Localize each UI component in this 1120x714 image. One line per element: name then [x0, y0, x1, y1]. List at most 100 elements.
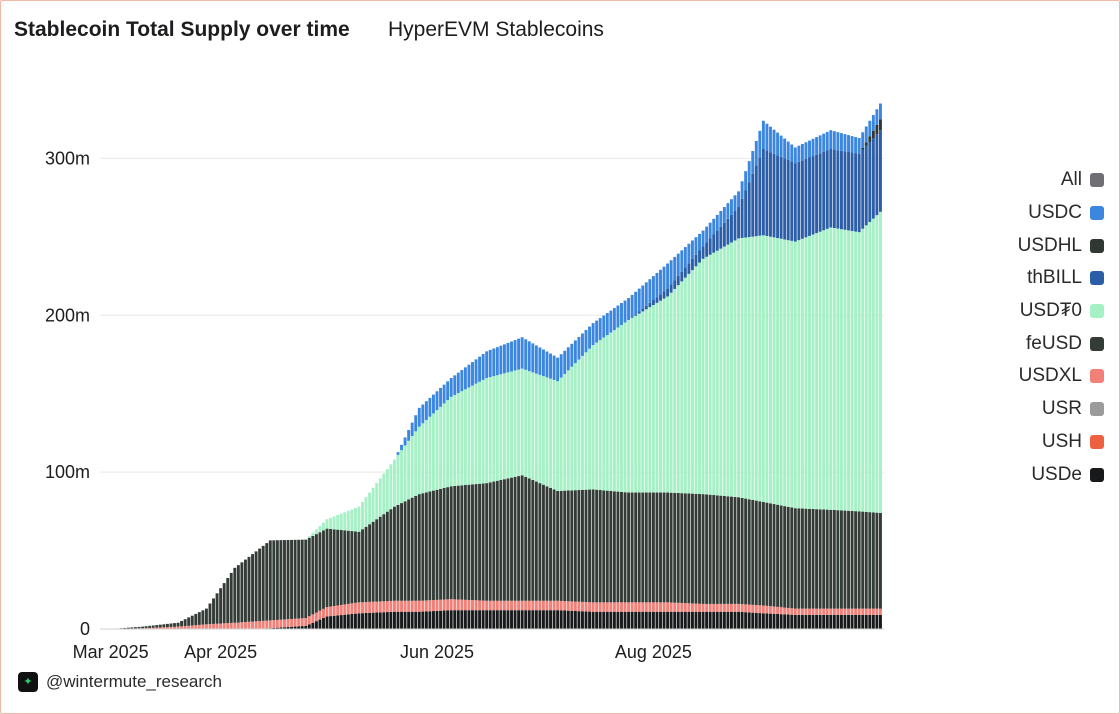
bar-segment-usde — [616, 611, 620, 629]
bar-segment-feusd — [173, 623, 176, 627]
legend-label: USD₮0 — [1019, 300, 1082, 322]
bar-stack — [581, 333, 584, 629]
legend-item-feusd[interactable]: feUSD — [1018, 327, 1104, 360]
bar-segment-thbill — [708, 238, 712, 255]
bar-segment-usdxl — [808, 608, 811, 615]
bar-segment-feusd — [690, 493, 694, 604]
bar-segment-usde — [311, 622, 315, 629]
bar-segment-usd₮0 — [623, 322, 627, 493]
bar-segment-feusd — [350, 531, 354, 604]
bar-segment-usdxl — [410, 600, 414, 612]
bar-stack — [243, 559, 247, 630]
bar-segment-usd₮0 — [825, 228, 829, 510]
bar-segment-feusd — [563, 490, 567, 602]
legend-item-usde[interactable]: USDe — [1018, 458, 1104, 491]
bar-segment-usdc — [861, 132, 865, 148]
bar-segment-usd₮0 — [875, 215, 879, 513]
bar-stack — [261, 545, 265, 629]
bar-stack — [314, 529, 318, 629]
bar-segment-usde — [471, 610, 474, 629]
bar-segment-usdxl — [400, 600, 403, 612]
bar-segment-usde — [350, 614, 354, 629]
bar-segment-usd₮0 — [563, 373, 567, 491]
bar-stack — [258, 548, 262, 629]
bar-segment-usdxl — [467, 599, 471, 611]
bar-segment-usdxl — [449, 599, 453, 611]
bar-segment-usd₮0 — [850, 230, 854, 511]
bar-segment-feusd — [506, 478, 510, 601]
bar-segment-usdxl — [336, 605, 340, 616]
bar-segment-usd₮0 — [730, 242, 733, 497]
bar-segment-usdxl — [439, 599, 443, 611]
bar-segment-usdc — [694, 237, 698, 255]
bar-segment-usdc — [779, 135, 783, 157]
bar-segment-usd₮0 — [375, 483, 379, 520]
bar-segment-usde — [829, 614, 833, 629]
bar-stack — [573, 340, 577, 629]
bar-stack — [875, 109, 879, 629]
bar-stack — [385, 469, 389, 629]
bar-segment-usdxl — [286, 619, 290, 628]
bar-segment-usd₮0 — [719, 248, 723, 496]
legend-item-ush[interactable]: USH — [1018, 426, 1104, 459]
bar-segment-usdxl — [275, 619, 279, 628]
bar-segment-usdhl — [875, 124, 879, 135]
bar-segment-usd₮0 — [495, 375, 499, 481]
bar-segment-usde — [843, 614, 847, 629]
bar-stack — [226, 578, 230, 629]
bar-segment-feusd — [616, 491, 620, 603]
bar-segment-feusd — [339, 530, 343, 605]
bar-segment-usd₮0 — [602, 337, 606, 491]
bar-segment-feusd — [318, 532, 322, 611]
bar-segment-feusd — [790, 507, 794, 609]
bar-segment-usdc — [506, 342, 510, 373]
bar-stack — [499, 345, 503, 629]
bar-segment-usdxl — [825, 608, 829, 615]
bar-segment-usde — [790, 614, 794, 629]
bar-segment-usd₮0 — [769, 236, 772, 504]
bar-segment-usdxl — [279, 619, 283, 628]
legend-item-all[interactable]: All — [1018, 164, 1104, 197]
legend-item-usdhl[interactable]: USDHL — [1018, 229, 1104, 262]
bar-segment-thbill — [765, 150, 769, 236]
bar-segment-feusd — [754, 500, 758, 606]
bar-segment-usdxl — [637, 602, 641, 612]
bar-segment-usd₮0 — [620, 325, 623, 492]
bar-segment-feusd — [304, 539, 308, 619]
legend-item-thbill[interactable]: thBILL — [1018, 262, 1104, 295]
bar-segment-usdxl — [265, 620, 269, 629]
bar-segment-feusd — [236, 565, 240, 623]
bar-stack — [662, 266, 666, 629]
bar-stack — [726, 203, 730, 629]
bar-segment-feusd — [712, 495, 716, 604]
y-tick-label: 0 — [80, 619, 90, 639]
bar-stack — [361, 501, 364, 629]
bar-segment-usd₮0 — [591, 345, 595, 490]
bar-segment-usd₮0 — [612, 330, 616, 492]
bar-segment-usdc — [456, 372, 460, 394]
bar-segment-feusd — [850, 510, 854, 609]
legend-item-usd₮0[interactable]: USD₮0 — [1018, 295, 1104, 328]
legend-swatch — [1090, 271, 1104, 286]
legend-item-usdc[interactable]: USDC — [1018, 197, 1104, 230]
bar-segment-usdc — [510, 341, 513, 372]
bar-segment-usdc — [566, 347, 570, 371]
bar-segment-usde — [690, 611, 694, 629]
bar-segment-usdxl — [261, 620, 265, 629]
bar-segment-usd₮0 — [566, 370, 570, 491]
bar-segment-usd₮0 — [410, 436, 414, 498]
bar-segment-thbill — [655, 297, 659, 303]
bar-segment-usde — [414, 611, 418, 629]
bar-segment-usde — [435, 610, 439, 629]
bar-segment-usdc — [783, 138, 787, 159]
bar-segment-thbill — [779, 156, 783, 239]
bar-stack — [797, 145, 801, 629]
bar-segment-usdxl — [630, 602, 634, 612]
bar-segment-usd₮0 — [417, 426, 421, 495]
legend-item-usdxl[interactable]: USDXL — [1018, 360, 1104, 393]
bar-segment-feusd — [871, 512, 875, 609]
bar-segment-usdc — [864, 126, 868, 143]
bar-segment-usde — [556, 610, 560, 629]
bar-segment-feusd — [357, 531, 361, 603]
legend-item-usr[interactable]: USR — [1018, 393, 1104, 426]
